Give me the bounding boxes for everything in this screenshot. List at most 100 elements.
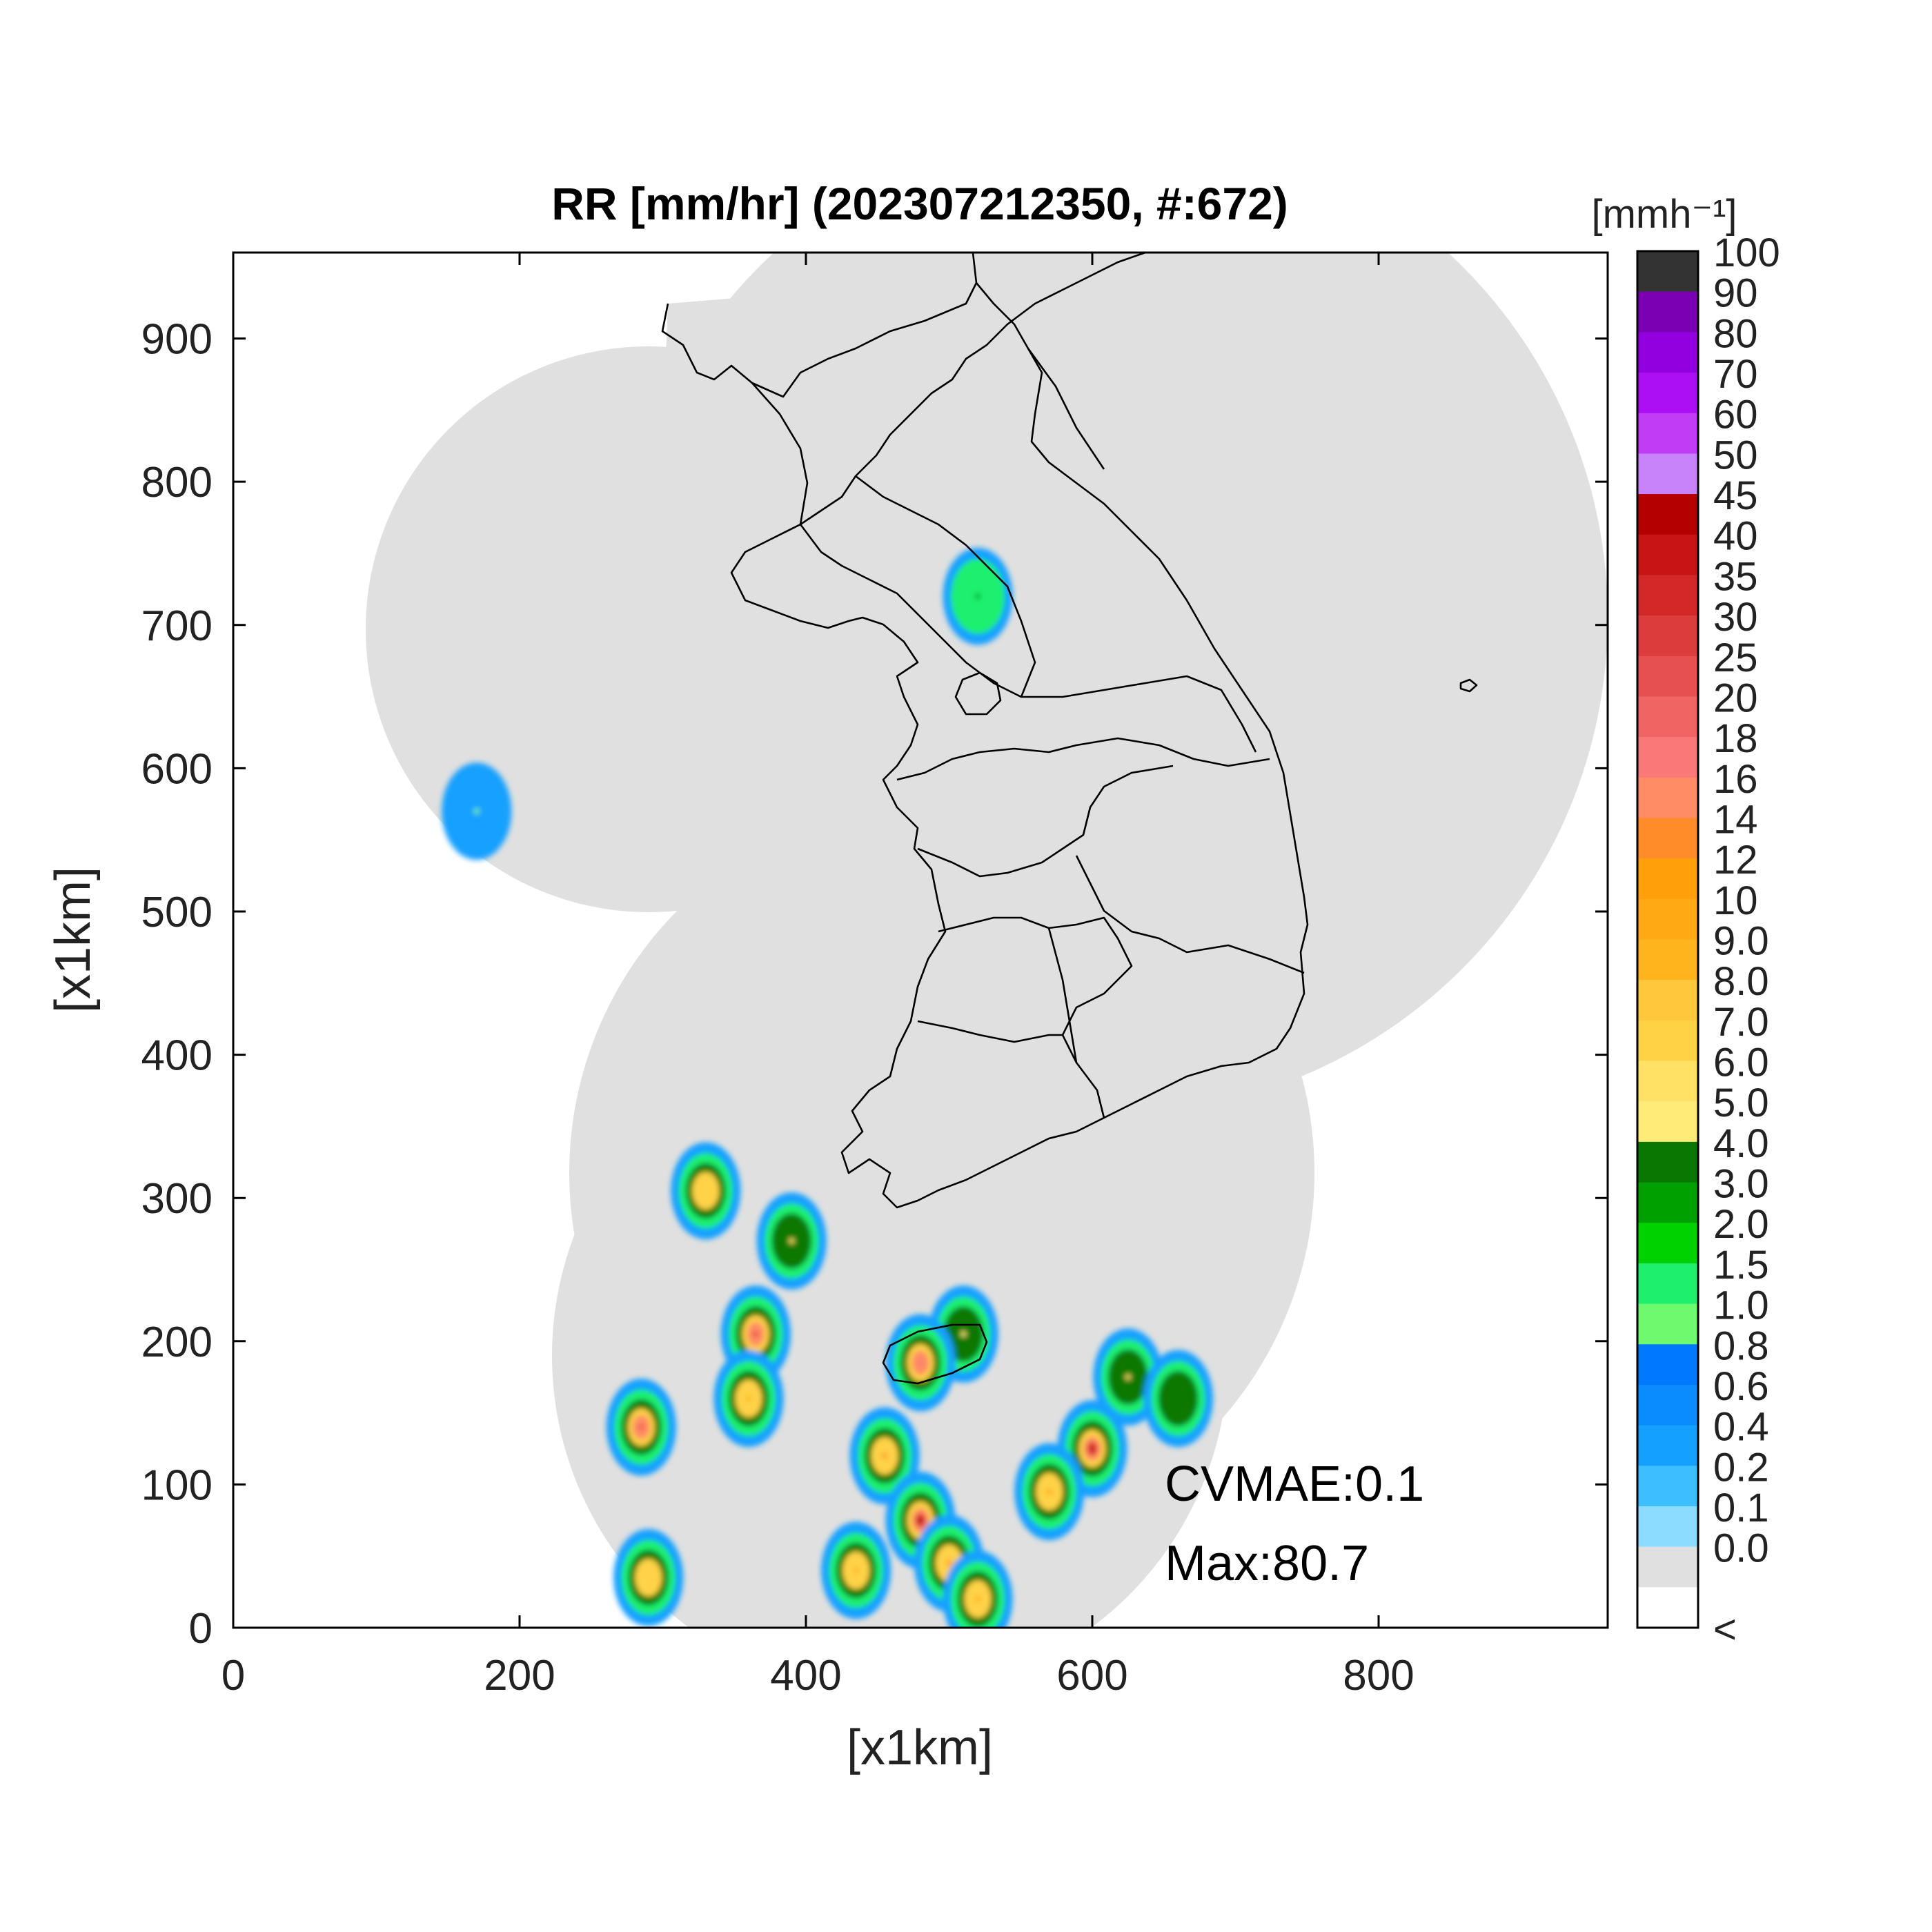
colorbar-frame [1636,250,1699,1629]
colorbar-label: 30 [1713,595,1758,640]
colorbar-label: 0.6 [1713,1364,1769,1409]
colorbar-swatch [1637,858,1698,900]
colorbar-label: 16 [1713,757,1758,802]
rain-cell [442,762,512,860]
colorbar-swatch [1637,1546,1698,1588]
y-tick-label: 0 [189,1605,213,1653]
colorbar-swatch [1637,939,1698,980]
rain-peak [1046,1488,1052,1495]
colorbar-label: 2.0 [1713,1202,1769,1247]
colorbar-label: 50 [1713,433,1758,477]
colorbar-label: 40 [1713,514,1758,559]
ulleung-island-outline [1459,678,1478,693]
colorbar-label: 70 [1713,352,1758,397]
rain-peak [946,1560,952,1566]
colorbar-swatch [1637,898,1698,940]
rain-peak [918,1517,923,1524]
colorbar-label: 20 [1713,676,1758,720]
rain-peak [645,1575,651,1581]
colorbar-swatch [1637,413,1698,454]
y-axis-label: [x1km] [46,867,101,1013]
colorbar-label: 1.5 [1713,1243,1769,1288]
colorbar-swatch [1637,1384,1698,1426]
rain-cell [914,1515,985,1612]
colorbar-label: 10 [1713,878,1758,923]
rain-peak [882,1452,888,1459]
colorbar-swatch [1637,1303,1698,1345]
rain-cell [821,1521,891,1619]
colorbar-label: 18 [1713,716,1758,761]
colorbar-label: 5.0 [1713,1081,1769,1125]
colorbar-label: 4.0 [1713,1121,1769,1166]
y-tick-label: 300 [141,1175,213,1223]
colorbar-unit: [mmh⁻¹] [1591,192,1737,237]
y-tick-label: 500 [141,889,213,936]
rain-peak [975,1596,980,1602]
rain-cell [943,547,1013,645]
y-tick-label: 700 [141,602,213,650]
colorbar-swatch [1637,575,1698,616]
jeju-island-outline [882,1323,988,1385]
y-tick-label: 400 [141,1032,213,1080]
colorbar-swatch [1637,980,1698,1021]
colorbar-swatch [1637,615,1698,657]
colorbar-label: 80 [1713,311,1758,356]
colorbar-label: 0.2 [1713,1445,1769,1490]
colorbar-swatch [1637,1141,1698,1183]
rain-peak [1175,1395,1181,1401]
colorbar: [mmh⁻¹] 10090807060504540353025201816141… [1591,192,1780,1652]
rain-peak [1125,1374,1131,1380]
province-boundaries [751,348,1305,1118]
colorbar-swatch [1637,737,1698,778]
rain-cell [1143,1350,1214,1448]
colorbar-labels: 100908070605045403530252018161412109.08.… [1713,230,1780,1652]
x-tick-label: 200 [484,1652,555,1699]
colorbar-swatches [1637,251,1698,1628]
colorbar-swatch [1637,332,1698,373]
colorbar-label: 12 [1713,838,1758,883]
colorbar-label: 0.1 [1713,1486,1769,1530]
colorbar-label: 3.0 [1713,1162,1769,1207]
colorbar-swatch [1637,1263,1698,1305]
rain-peak [638,1424,644,1430]
rain-peak [789,1238,795,1244]
korean-peninsula-coastline [661,253,1309,1209]
colorbar-label: < [1713,1607,1737,1652]
colorbar-label: 100 [1713,230,1780,275]
colorbar-label: 14 [1713,797,1758,842]
colorbar-swatch [1637,1223,1698,1264]
rain-peak [753,1331,759,1337]
colorbar-swatch [1637,291,1698,333]
rain-cell [613,1528,684,1626]
seoul-boundary [954,671,1002,716]
colorbar-swatch [1637,1182,1698,1223]
plot-area [233,253,1608,1628]
colorbar-label: 6.0 [1713,1041,1769,1085]
cvmae-annotation: CVMAE:0.1 [1165,1457,1424,1512]
colorbar-swatch [1637,777,1698,819]
colorbar-swatch [1637,1020,1698,1062]
colorbar-swatch [1637,1506,1698,1548]
colorbar-swatch [1637,1425,1698,1466]
x-tick-label: 800 [1343,1652,1414,1699]
chart-title: RR [mm/hr] (202307212350, #:672) [551,178,1288,229]
colorbar-label: 0.0 [1713,1526,1769,1571]
colorbar-label: 1.0 [1713,1283,1769,1328]
y-tick-label: 200 [141,1319,213,1366]
x-tick-label: 600 [1056,1652,1127,1699]
rain-cell [1014,1443,1085,1541]
colorbar-swatch [1637,696,1698,738]
x-axis-ticks: 0 200 400 600 800 [221,253,1414,1699]
colorbar-swatch [1637,494,1698,535]
y-tick-label: 800 [141,459,213,506]
colorbar-swatch [1637,453,1698,495]
colorbar-label: 0.4 [1713,1405,1769,1450]
colorbar-label: 0.8 [1713,1323,1769,1368]
rain-peak [746,1395,751,1401]
x-axis-label: [x1km] [847,1720,993,1775]
colorbar-label: 25 [1713,635,1758,680]
colorbar-label: 9.0 [1713,919,1769,964]
y-tick-label: 600 [141,745,213,793]
axes-frame [232,251,1609,1629]
